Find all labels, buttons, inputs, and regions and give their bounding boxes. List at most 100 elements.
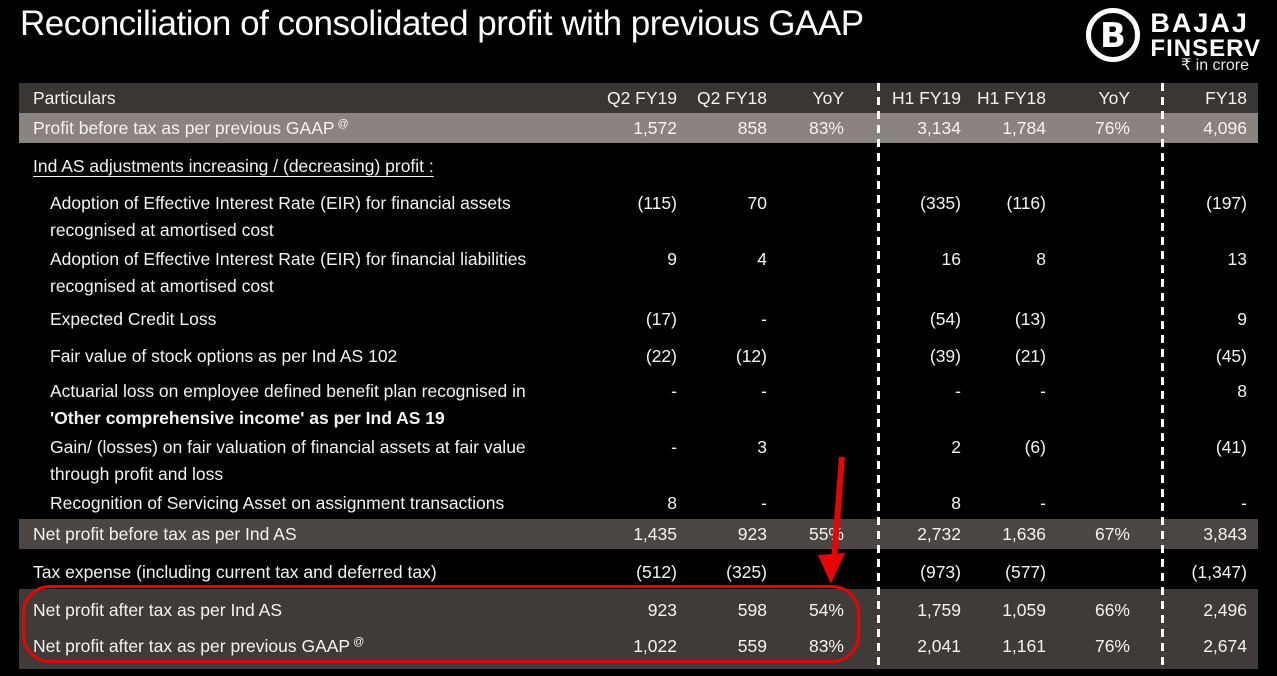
cell: 9 <box>1237 309 1247 329</box>
row-label: Adoption of Effective Interest Rate (EIR… <box>50 193 511 240</box>
row-label: Tax expense (including current tax and d… <box>33 561 437 582</box>
cell: 9 <box>667 249 677 269</box>
cell: 923 <box>737 523 767 544</box>
column-header-h1fy19: H1 FY19 <box>891 87 961 108</box>
row-eir-financial-assets: Adoption of Effective Interest Rate (EIR… <box>19 190 1258 244</box>
page-title: Reconciliation of consolidated profit wi… <box>20 4 864 43</box>
cell: (12) <box>735 346 767 366</box>
cell: (39) <box>929 346 961 366</box>
column-header-q2fy18: Q2 FY18 <box>696 87 767 108</box>
row-label: Fair value of stock options as per Ind A… <box>50 346 398 366</box>
cell: 1,059 <box>1002 599 1046 620</box>
row-label: Gain/ (losses) on fair valuation of fina… <box>50 437 526 484</box>
cell: 1,435 <box>633 523 677 544</box>
cell: - <box>671 381 677 401</box>
cell: 54% <box>808 599 844 620</box>
brand-line2: FINSERV <box>1150 34 1261 62</box>
column-header-yoy-h: YoY <box>1098 87 1130 108</box>
cell: - <box>671 437 677 457</box>
cell: 16 <box>941 249 961 269</box>
cell: 858 <box>737 117 767 138</box>
row-net-profit-after-tax-ind-as: Net profit after tax as per Ind AS 923 5… <box>19 592 1258 628</box>
cell: 83% <box>808 635 844 656</box>
cell: - <box>1040 381 1046 401</box>
cell: 55% <box>808 523 844 544</box>
column-header-particulars: Particulars <box>33 87 116 108</box>
cell: 8 <box>951 493 961 513</box>
cell: (116) <box>1006 193 1046 213</box>
row-servicing-asset: Recognition of Servicing Asset on assign… <box>19 490 1258 517</box>
cell: 83% <box>808 117 844 138</box>
row-net-profit-after-tax-gaap: Net profit after tax as per previous GAA… <box>19 628 1258 664</box>
cell: (6) <box>1024 437 1046 457</box>
section-heading: Ind AS adjustments increasing / (decreas… <box>33 156 434 176</box>
cell: (325) <box>726 561 767 582</box>
cell: (21) <box>1014 346 1046 366</box>
cell: (17) <box>645 309 677 329</box>
cell: - <box>761 381 767 401</box>
cell: 8 <box>667 493 677 513</box>
svg-text:B: B <box>1100 16 1126 56</box>
cell: (41) <box>1215 437 1247 457</box>
row-net-profit-before-tax: Net profit before tax as per Ind AS 1,43… <box>19 519 1258 549</box>
cell: 1,022 <box>633 635 677 656</box>
cell: 923 <box>647 599 677 620</box>
cell: 3 <box>757 437 767 457</box>
cell: - <box>761 309 767 329</box>
cell: 67% <box>1094 523 1130 544</box>
cell: 1,572 <box>633 117 677 138</box>
cell: 13 <box>1227 249 1247 269</box>
footnote-marker: @ <box>337 117 349 130</box>
cell: 4 <box>757 249 767 269</box>
cell: 4,096 <box>1203 117 1247 138</box>
cell: 66% <box>1094 599 1130 620</box>
footnote-marker: @ <box>353 635 365 648</box>
cell: 2,732 <box>917 523 961 544</box>
row-profit-before-tax-gaap: Profit before tax as per previous GAAP @ … <box>19 113 1258 143</box>
row-fair-value-stock-options: Fair value of stock options as per Ind A… <box>19 343 1258 370</box>
cell: (1,347) <box>1191 561 1247 582</box>
cell: 1,161 <box>1002 635 1046 656</box>
column-header-q2fy19: Q2 FY19 <box>606 87 677 108</box>
brand-wordmark: BAJAJ FINSERV <box>1150 9 1261 62</box>
row-actuarial-loss: Actuarial loss on employee defined benef… <box>19 378 1258 432</box>
column-header-yoy-q: YoY <box>812 87 844 108</box>
row-label: Actuarial loss on employee defined benef… <box>50 381 526 428</box>
cell: (115) <box>637 193 677 213</box>
brand-logo: B BAJAJ FINSERV <box>1084 6 1261 64</box>
cell: 2,496 <box>1203 599 1247 620</box>
net-profit-after-tax-band: Net profit after tax as per Ind AS 923 5… <box>19 589 1258 669</box>
column-group-divider <box>877 83 880 665</box>
brand-emblem-icon: B <box>1086 8 1141 62</box>
cell: 1,636 <box>1002 523 1046 544</box>
cell: 76% <box>1094 117 1130 138</box>
cell: (54) <box>929 309 961 329</box>
cell: (577) <box>1005 561 1046 582</box>
cell: 559 <box>737 635 767 656</box>
cell: 70 <box>747 193 767 213</box>
cell: - <box>761 493 767 513</box>
row-eir-financial-liabilities: Adoption of Effective Interest Rate (EIR… <box>19 246 1258 300</box>
row-expected-credit-loss: Expected Credit Loss (17) - (54) (13) 9 <box>19 306 1258 333</box>
table-header-row: Particulars Q2 FY19 Q2 FY18 YoY H1 FY19 … <box>19 83 1258 113</box>
cell: (45) <box>1215 346 1247 366</box>
row-label: Profit before tax as per previous GAAP @ <box>33 117 349 138</box>
column-header-h1fy18: H1 FY18 <box>976 87 1046 108</box>
cell: (13) <box>1014 309 1046 329</box>
cell: 598 <box>737 599 767 620</box>
cell: (197) <box>1206 193 1247 213</box>
row-label: Net profit after tax as per previous GAA… <box>33 635 365 656</box>
cell: (22) <box>645 346 677 366</box>
cell: 1,759 <box>917 599 961 620</box>
row-label: Adoption of Effective Interest Rate (EIR… <box>50 249 527 296</box>
row-label: Net profit after tax as per Ind AS <box>33 599 283 620</box>
cell: - <box>1241 493 1247 513</box>
column-group-divider <box>1161 83 1164 665</box>
cell: (973) <box>920 561 961 582</box>
cell: 2,041 <box>917 635 961 656</box>
cell: 8 <box>1237 381 1247 401</box>
currency-unit-note: ₹ in crore <box>1181 57 1249 74</box>
cell: 76% <box>1094 635 1130 656</box>
row-label: Net profit before tax as per Ind AS <box>33 523 297 544</box>
